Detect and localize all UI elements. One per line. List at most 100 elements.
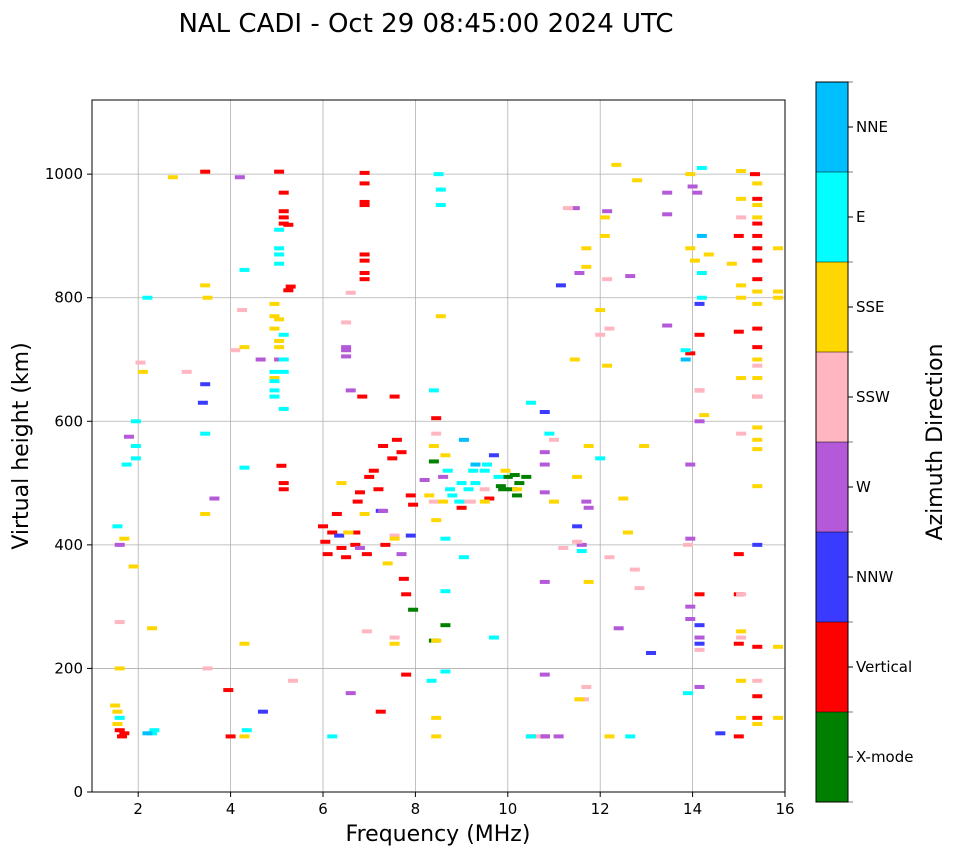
data-point-sse bbox=[147, 626, 158, 631]
data-point-sse bbox=[440, 453, 451, 458]
data-point-nnw bbox=[694, 641, 705, 646]
data-point-vertical bbox=[283, 222, 294, 227]
series-sse bbox=[110, 162, 784, 739]
data-point-vertical bbox=[694, 332, 705, 337]
data-point-vertical bbox=[274, 169, 285, 174]
data-point-ssw bbox=[562, 206, 573, 211]
data-point-w bbox=[114, 542, 125, 547]
y-tick-label: 800 bbox=[54, 289, 83, 307]
data-point-vertical bbox=[276, 463, 287, 468]
y-tick-label: 200 bbox=[54, 659, 83, 677]
colorbar-swatch bbox=[816, 712, 848, 802]
data-point-vertical bbox=[285, 284, 296, 289]
data-point-sse bbox=[200, 283, 211, 288]
data-point-sse bbox=[202, 295, 213, 300]
data-point-vertical bbox=[685, 351, 696, 356]
data-point-x-mode bbox=[509, 473, 520, 478]
data-point-sse bbox=[736, 715, 747, 720]
data-point-ssw bbox=[345, 290, 356, 295]
data-point-e bbox=[130, 444, 141, 448]
data-point-ssw bbox=[736, 635, 747, 640]
data-point-vertical bbox=[352, 499, 363, 504]
y-tick-label: 1000 bbox=[45, 165, 83, 183]
data-point-ssw bbox=[428, 499, 439, 504]
data-point-vertical bbox=[331, 511, 342, 516]
data-point-e bbox=[114, 715, 125, 720]
data-point-e bbox=[112, 524, 123, 529]
data-point-ssw bbox=[694, 388, 705, 393]
data-point-nnw bbox=[572, 524, 583, 529]
x-axis: 2 4 6 8 10 12 14 16 bbox=[133, 792, 795, 818]
data-point-w bbox=[234, 175, 245, 180]
data-point-w bbox=[685, 536, 696, 541]
data-point-e bbox=[239, 267, 250, 272]
data-point-sse bbox=[274, 338, 285, 343]
data-point-ssw bbox=[558, 545, 569, 550]
data-point-e bbox=[456, 481, 467, 486]
data-point-w bbox=[255, 357, 266, 362]
data-point-ssw bbox=[361, 629, 372, 634]
data-point-sse bbox=[689, 258, 700, 263]
colorbar-swatch bbox=[816, 82, 848, 172]
data-point-x-mode bbox=[502, 474, 513, 479]
data-point-vertical bbox=[752, 345, 763, 350]
data-point-sse bbox=[602, 363, 613, 368]
data-point-vertical bbox=[752, 221, 763, 226]
colorbar-label: E bbox=[856, 208, 865, 226]
x-tick-label: 14 bbox=[683, 800, 702, 818]
data-point-vertical bbox=[361, 552, 372, 557]
data-point-vertical bbox=[401, 592, 412, 597]
data-point-sse bbox=[752, 437, 763, 442]
data-point-sse bbox=[274, 345, 285, 350]
data-point-sse bbox=[110, 703, 121, 708]
data-point-vertical bbox=[357, 394, 368, 399]
data-point-vertical bbox=[752, 326, 763, 331]
data-point-vertical bbox=[341, 555, 352, 560]
data-point-e bbox=[278, 332, 289, 337]
data-point-nnw bbox=[257, 709, 268, 714]
data-point-vertical bbox=[278, 487, 289, 492]
data-point-vertical bbox=[359, 252, 370, 257]
data-point-e bbox=[544, 431, 555, 436]
data-point-vertical bbox=[373, 487, 384, 492]
data-point-sse bbox=[752, 215, 763, 220]
data-point-e bbox=[327, 734, 338, 739]
data-point-sse bbox=[549, 499, 559, 504]
data-point-nnw bbox=[200, 382, 211, 387]
data-point-sse bbox=[500, 468, 511, 473]
data-point-nnw bbox=[715, 731, 726, 736]
data-point-sse bbox=[343, 530, 354, 535]
data-point-ssw bbox=[682, 542, 693, 547]
data-point-sse bbox=[752, 301, 763, 306]
x-tick-label: 16 bbox=[775, 800, 794, 818]
data-point-ssw bbox=[595, 332, 606, 337]
colorbar-swatch bbox=[816, 532, 848, 622]
data-point-ssw bbox=[572, 539, 583, 544]
data-point-nnw bbox=[488, 453, 499, 458]
data-point-sse bbox=[569, 357, 580, 362]
data-point-e bbox=[274, 246, 285, 251]
data-point-nne bbox=[458, 437, 469, 442]
data-point-sse bbox=[581, 246, 592, 251]
data-point-nne bbox=[680, 357, 691, 362]
data-point-sse bbox=[752, 425, 763, 430]
data-point-sse bbox=[431, 518, 442, 523]
data-point-sse bbox=[604, 734, 615, 739]
data-point-vertical bbox=[359, 181, 370, 186]
data-point-w bbox=[123, 434, 134, 439]
data-point-sse bbox=[424, 493, 435, 498]
data-point-e bbox=[440, 589, 451, 594]
data-point-ssw bbox=[341, 320, 352, 325]
data-point-ssw bbox=[581, 684, 592, 689]
data-point-ssw bbox=[135, 360, 146, 365]
data-point-w bbox=[345, 691, 356, 696]
data-point-vertical bbox=[380, 542, 391, 547]
data-point-vertical bbox=[396, 450, 407, 455]
data-point-e bbox=[433, 172, 444, 177]
data-point-e bbox=[274, 252, 285, 257]
data-point-ssw bbox=[752, 394, 763, 399]
data-point-sse bbox=[239, 345, 250, 350]
data-point-ssw bbox=[389, 635, 400, 640]
data-point-vertical bbox=[359, 203, 370, 208]
data-point-e bbox=[479, 468, 490, 473]
